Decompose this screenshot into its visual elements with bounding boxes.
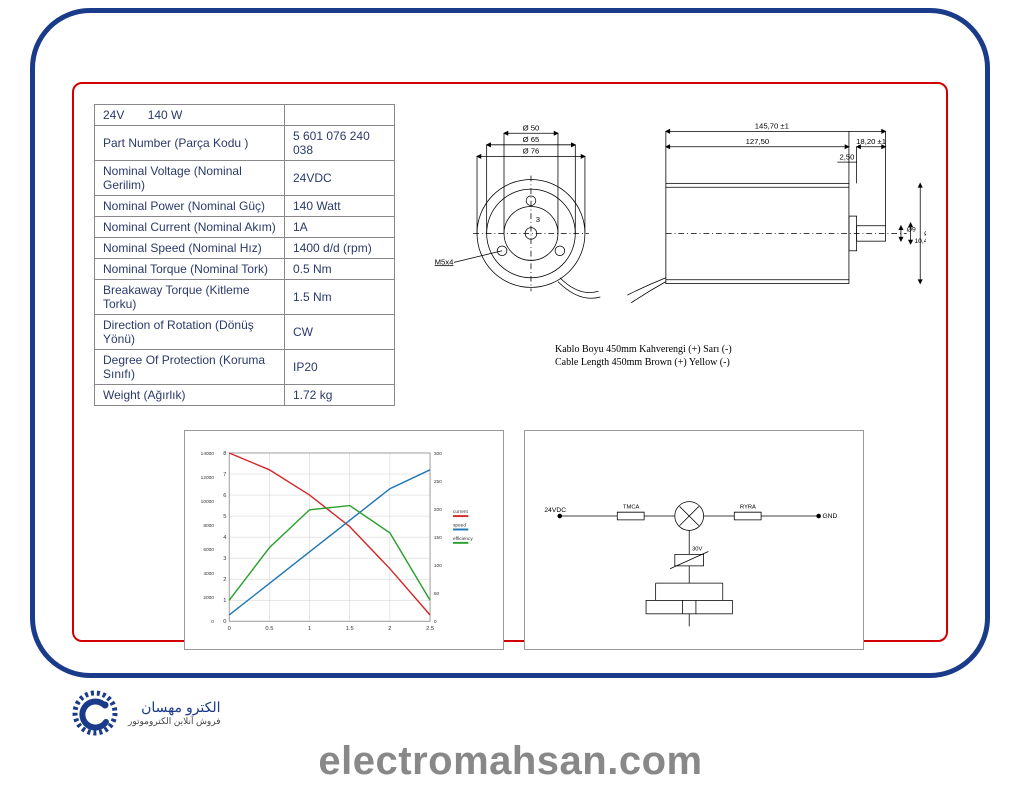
brand-logo: الکترو مهسان فروش آنلاین الکتروموتور	[70, 688, 221, 738]
gear-e-icon	[70, 688, 120, 738]
spec-label: Nominal Torque (Nominal Tork)	[95, 259, 285, 280]
svg-text:24VDC: 24VDC	[544, 507, 566, 514]
svg-text:300: 300	[434, 451, 442, 457]
svg-text:1.5: 1.5	[346, 626, 354, 632]
svg-text:Ø 65: Ø 65	[523, 135, 540, 144]
spec-table: 24V 140 W Part Number (Parça Kodu )5 601…	[94, 104, 395, 406]
svg-text:0.5: 0.5	[265, 626, 273, 632]
svg-text:4: 4	[223, 535, 227, 541]
svg-text:3: 3	[536, 215, 540, 224]
svg-text:Ø9: Ø9	[907, 227, 916, 234]
motor-drawing-svg: Ø 76 Ø 65 Ø 50 3 M5x4	[425, 104, 926, 334]
svg-text:M5x4: M5x4	[435, 257, 455, 266]
spec-label: Degree Of Protection (Koruma Sınıfı)	[95, 350, 285, 385]
svg-text:0: 0	[434, 619, 437, 625]
svg-text:10,40: 10,40	[914, 238, 926, 245]
table-row: Direction of Rotation (Dönüş Yönü)CW	[95, 315, 395, 350]
table-row: Part Number (Parça Kodu )5 601 076 240 0…	[95, 126, 395, 161]
chart-svg: 00.511.522.50123456780200040006000800010…	[191, 437, 497, 643]
table-row: 24V 140 W	[95, 105, 395, 126]
svg-text:2.5: 2.5	[426, 626, 434, 632]
spec-value: 1A	[285, 217, 395, 238]
spec-value: IP20	[285, 350, 395, 385]
svg-text:GND: GND	[822, 513, 837, 520]
svg-text:12000: 12000	[201, 475, 215, 481]
spec-value: 140 Watt	[285, 196, 395, 217]
svg-text:Ø 76: Ø 76	[523, 146, 540, 155]
spec-label: Nominal Current (Nominal Akım)	[95, 217, 285, 238]
svg-text:3: 3	[223, 556, 226, 562]
table-row: Nominal Voltage (Nominal Gerilim)24VDC	[95, 161, 395, 196]
svg-text:1: 1	[308, 626, 311, 632]
spec-value: CW	[285, 315, 395, 350]
svg-text:100: 100	[434, 563, 442, 569]
datasheet-panel: 24V 140 W Part Number (Parça Kodu )5 601…	[72, 82, 948, 642]
svg-text:8000: 8000	[203, 523, 214, 529]
svg-text:250: 250	[434, 479, 442, 485]
svg-text:TMCA: TMCA	[623, 504, 639, 510]
spec-label: Breakaway Torque (Kitleme Torku)	[95, 280, 285, 315]
spec-value: 24VDC	[285, 161, 395, 196]
svg-text:7: 7	[223, 472, 226, 478]
svg-text:50: 50	[434, 591, 440, 597]
logo-name: الکترو مهسان	[128, 699, 221, 716]
performance-chart: 00.511.522.50123456780200040006000800010…	[184, 430, 504, 650]
svg-text:current: current	[453, 509, 469, 515]
svg-text:0: 0	[211, 619, 214, 625]
svg-text:6000: 6000	[203, 547, 214, 553]
technical-drawing: Ø 76 Ø 65 Ø 50 3 M5x4	[425, 104, 926, 369]
website-url: electromahsan.com	[0, 739, 1021, 784]
spec-label: Nominal Power (Nominal Güç)	[95, 196, 285, 217]
svg-text:RYRA: RYRA	[740, 504, 756, 510]
drawing-caption: Kablo Boyu 450mm Kahverengi (+) Sarı (-)…	[555, 343, 926, 369]
svg-text:6: 6	[223, 493, 226, 499]
svg-text:10000: 10000	[201, 499, 215, 505]
table-row: Breakaway Torque (Kitleme Torku)1.5 Nm	[95, 280, 395, 315]
spec-value: 0.5 Nm	[285, 259, 395, 280]
spec-header-voltage: 24V 140 W	[95, 105, 285, 126]
svg-text:150: 150	[434, 535, 442, 541]
spec-label: Nominal Speed (Nominal Hız)	[95, 238, 285, 259]
svg-text:4000: 4000	[203, 571, 214, 577]
spec-value: 1.72 kg	[285, 385, 395, 406]
spec-value: 1.5 Nm	[285, 280, 395, 315]
svg-text:127,50: 127,50	[746, 137, 770, 146]
svg-text:2: 2	[388, 626, 391, 632]
spec-label: Part Number (Parça Kodu )	[95, 126, 285, 161]
table-row: Nominal Torque (Nominal Tork)0.5 Nm	[95, 259, 395, 280]
svg-text:18,20 ±1: 18,20 ±1	[856, 137, 886, 146]
logo-sub: فروش آنلاین الکتروموتور	[128, 716, 221, 727]
svg-text:2,50: 2,50	[840, 152, 855, 161]
svg-text:200: 200	[434, 507, 442, 513]
circuit-diagram: 24VDC TMCA RYRA GND 30V	[524, 430, 864, 650]
circuit-svg: 24VDC TMCA RYRA GND 30V	[531, 437, 857, 643]
spec-value: 5 601 076 240 038	[285, 126, 395, 161]
svg-text:Ø50: Ø50	[924, 230, 926, 237]
spec-label: Direction of Rotation (Dönüş Yönü)	[95, 315, 285, 350]
svg-text:30V: 30V	[692, 547, 702, 553]
svg-text:0: 0	[223, 619, 226, 625]
table-row: Degree Of Protection (Koruma Sınıfı)IP20	[95, 350, 395, 385]
svg-text:2: 2	[223, 577, 226, 583]
svg-text:1: 1	[223, 598, 226, 604]
svg-text:14000: 14000	[201, 451, 215, 457]
spec-label: Weight (Ağırlık)	[95, 385, 285, 406]
table-row: Nominal Speed (Nominal Hız)1400 d/d (rpm…	[95, 238, 395, 259]
table-row: Nominal Current (Nominal Akım)1A	[95, 217, 395, 238]
svg-text:145,70 ±1: 145,70 ±1	[755, 121, 789, 130]
svg-text:0: 0	[228, 626, 231, 632]
spec-value: 1400 d/d (rpm)	[285, 238, 395, 259]
svg-text:efficiency: efficiency	[453, 536, 473, 542]
svg-text:2000: 2000	[203, 595, 214, 601]
svg-text:8: 8	[223, 451, 226, 457]
svg-text:Ø 50: Ø 50	[523, 123, 540, 132]
table-row: Weight (Ağırlık)1.72 kg	[95, 385, 395, 406]
svg-text:speed: speed	[453, 523, 466, 529]
svg-text:5: 5	[223, 514, 226, 520]
spec-label: Nominal Voltage (Nominal Gerilim)	[95, 161, 285, 196]
table-row: Nominal Power (Nominal Güç)140 Watt	[95, 196, 395, 217]
